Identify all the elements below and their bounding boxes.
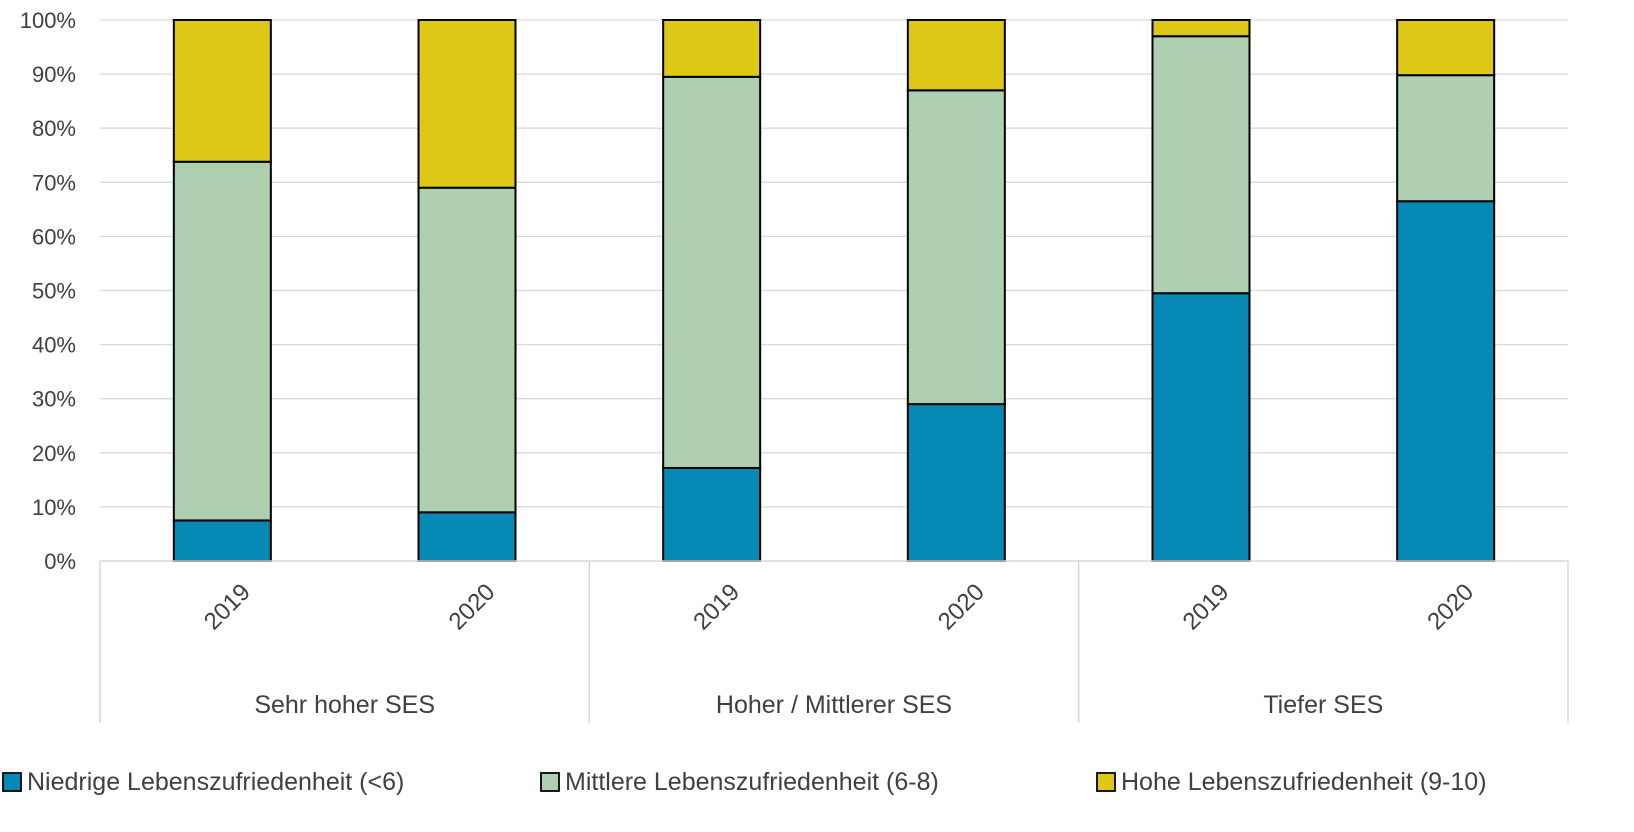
bar-segment (172, 160, 272, 522)
bar-segment (1151, 35, 1251, 295)
legend-label: Mittlere Lebenszufriedenheit (6-8) (565, 768, 939, 796)
bar-segment (172, 519, 272, 562)
group-label: Sehr hoher SES (254, 691, 435, 719)
bar-segment (906, 403, 1006, 562)
bar-segment (906, 19, 1006, 92)
x-tick-label: 2019 (1178, 579, 1235, 636)
bar-segment (1151, 19, 1251, 38)
x-tick-label: 2019 (199, 579, 256, 636)
bar-segment (662, 466, 762, 562)
y-tick-label: 40% (32, 333, 76, 358)
y-tick-label: 100% (20, 8, 76, 33)
bar-segment (1151, 292, 1251, 562)
x-tick-label: 2020 (1422, 579, 1479, 636)
group-label: Tiefer SES (1263, 691, 1383, 719)
gridlines (100, 19, 1568, 508)
y-tick-label: 0% (44, 549, 76, 574)
bar-segment (1396, 19, 1496, 77)
y-tick-label: 70% (32, 170, 76, 195)
y-axis: 0% 10% 20% 30% 40% 50% 60% 70% 80% 90% 100% (20, 8, 76, 574)
y-tick-label: 20% (32, 441, 76, 466)
bar-segment (172, 19, 272, 163)
group-label: Hoher / Mittlerer SES (716, 691, 952, 719)
x-tick-label: 2020 (933, 579, 990, 636)
y-tick-label: 50% (32, 279, 76, 304)
legend: Niedrige Lebenszufriedenheit (<6) Mittler… (2, 768, 1487, 796)
y-tick-label: 80% (32, 116, 76, 141)
x-tick-label: 2020 (444, 579, 501, 636)
legend-swatch (1096, 772, 1116, 792)
bar-segment (417, 186, 517, 514)
y-tick-label: 60% (32, 224, 76, 249)
bar-segment (662, 75, 762, 469)
legend-label: Niedrige Lebenszufriedenheit (<6) (27, 768, 404, 796)
bar-segment (662, 19, 762, 78)
bar-segment (417, 511, 517, 562)
bar-segment (1396, 74, 1496, 203)
legend-swatch (540, 772, 560, 792)
bars (172, 19, 1496, 563)
legend-swatch (2, 772, 22, 792)
y-tick-label: 10% (32, 495, 76, 520)
x-tick-label: 2019 (688, 579, 745, 636)
y-tick-label: 30% (32, 387, 76, 412)
x-axis: 2019 2020 Sehr hoher SES 2019 2020 Hoher / Mi… (99, 560, 1569, 723)
bar-segment (417, 19, 517, 189)
bar-segment (1396, 200, 1496, 563)
bar-segment (906, 89, 1006, 406)
y-tick-label: 90% (32, 62, 76, 87)
legend-label: Hohe Lebenszufriedenheit (9-10) (1121, 768, 1487, 796)
